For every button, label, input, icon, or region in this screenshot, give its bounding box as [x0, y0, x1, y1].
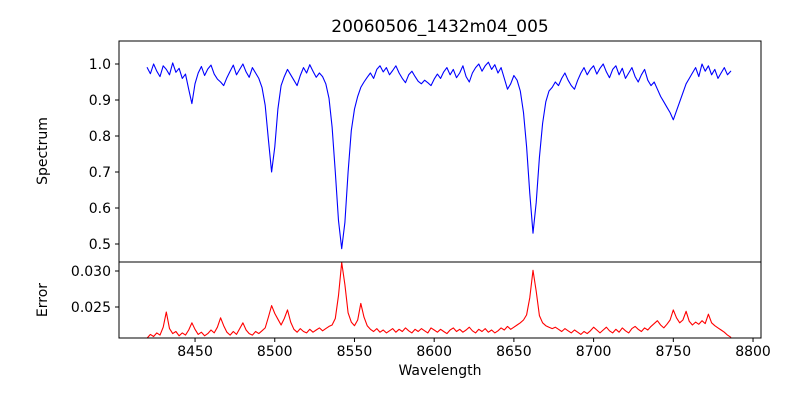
y-tick-label: 0.030 [71, 264, 111, 280]
y-tick-label: 0.7 [89, 165, 111, 181]
error-panel-frame [118, 261, 762, 339]
spectrum-line [146, 61, 732, 250]
yaxis-label-spectrum: Spectrum [35, 117, 51, 185]
y-tick-label: 0.8 [89, 129, 111, 145]
y-tick-label: 0.9 [89, 93, 111, 109]
x-tick-label: 8550 [337, 344, 373, 360]
x-tick-label: 8800 [735, 344, 771, 360]
xaxis-label: Wavelength [398, 363, 481, 379]
yaxis-label-error: Error [35, 283, 51, 317]
error-line [146, 261, 732, 339]
x-tick-label: 8450 [177, 344, 213, 360]
x-tick-label: 8650 [496, 344, 532, 360]
x-tick-label: 8750 [655, 344, 691, 360]
x-tick-label: 8600 [416, 344, 452, 360]
spectrum-panel-frame [118, 40, 762, 263]
y-tick-label: 0.6 [89, 201, 111, 217]
y-tick-label: 0.025 [71, 300, 111, 316]
plot-layer: 0.5 0.6 0.7 0.8 0.9 1.0 0.025 0.030 8450 8500 8550… [71, 40, 771, 360]
x-tick-label: 8700 [576, 344, 612, 360]
y-tick-label: 1.0 [89, 57, 111, 73]
x-tick-label: 8500 [257, 344, 293, 360]
chart-title: 20060506_1432m04_005 [331, 17, 548, 37]
y-tick-label: 0.5 [89, 237, 111, 253]
